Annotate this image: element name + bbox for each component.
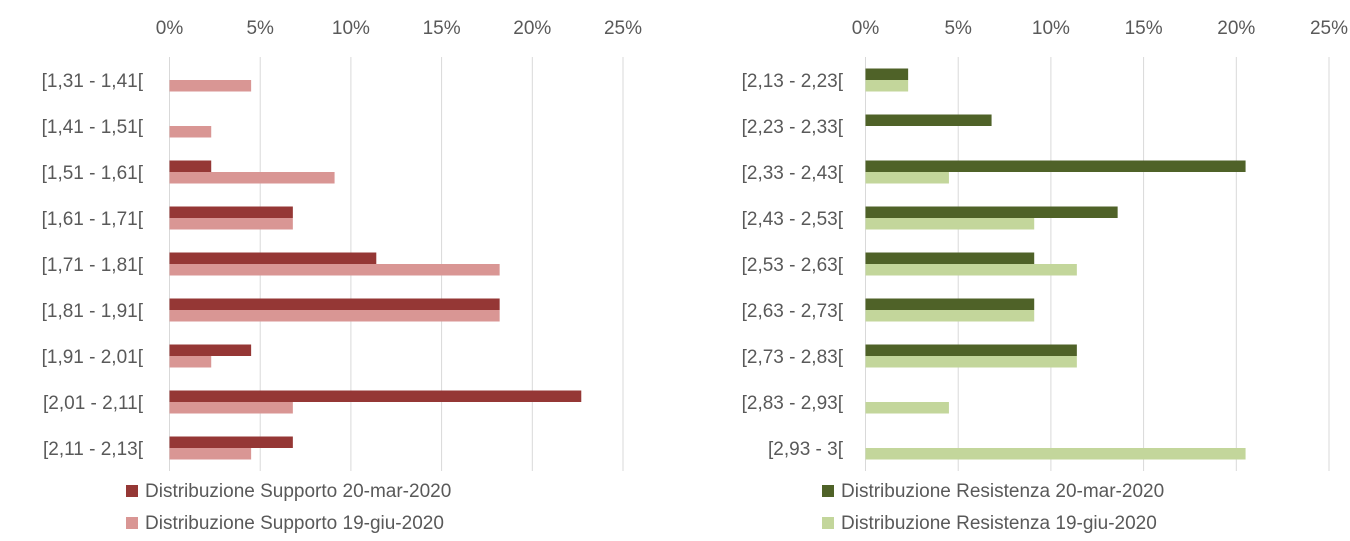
x-tick-label: 15% — [423, 18, 461, 39]
category-label: [2,33 - 2,43[ — [742, 163, 844, 184]
x-tick-label: 25% — [604, 18, 642, 39]
category-label: [2,63 - 2,73[ — [742, 301, 844, 322]
bar-resistenza-1 — [865, 114, 992, 126]
bar-resistenza-2 — [865, 310, 1035, 322]
category-label: [1,51 - 1,61[ — [42, 163, 144, 184]
category-label: [2,23 - 2,33[ — [742, 117, 844, 138]
bar-resistenza-2 — [865, 218, 1035, 230]
x-tick-label: 20% — [513, 18, 551, 39]
bar-resistenza-1 — [865, 344, 1077, 356]
bar-resistenza-1 — [865, 68, 909, 80]
bar-supporto-2 — [169, 80, 252, 92]
legend-label: Distribuzione Resistenza 20-mar-2020 — [841, 481, 1164, 502]
x-tick-label: 20% — [1217, 18, 1255, 39]
bar-supporto-1 — [169, 436, 293, 448]
bar-supporto-2 — [169, 264, 500, 276]
category-label: [1,31 - 1,41[ — [42, 71, 144, 92]
category-label: [2,13 - 2,23[ — [742, 71, 844, 92]
bar-resistenza-2 — [865, 264, 1077, 276]
legend-swatch — [126, 485, 138, 497]
bar-supporto-2 — [169, 126, 212, 138]
category-label: [2,53 - 2,63[ — [742, 255, 844, 276]
x-tick-label: 15% — [1125, 18, 1163, 39]
bar-resistenza-1 — [865, 298, 1035, 310]
category-label: [1,41 - 1,51[ — [42, 117, 144, 138]
bar-supporto-2 — [169, 448, 252, 460]
bar-supporto-2 — [169, 172, 335, 184]
category-label: [2,83 - 2,93[ — [742, 393, 844, 414]
bar-resistenza-1 — [865, 206, 1118, 218]
category-label: [1,81 - 1,91[ — [42, 301, 144, 322]
bar-resistenza-1 — [865, 252, 1035, 264]
bar-supporto-2 — [169, 310, 500, 322]
bar-supporto-2 — [169, 356, 212, 368]
bar-resistenza-2 — [865, 448, 1246, 460]
legend-label: Distribuzione Resistenza 19-giu-2020 — [841, 513, 1157, 534]
category-label: [2,01 - 2,11[ — [43, 393, 144, 414]
legend-swatch — [822, 485, 834, 497]
bar-supporto-2 — [169, 218, 293, 230]
bar-resistenza-2 — [865, 80, 909, 92]
x-tick-label: 10% — [332, 18, 370, 39]
x-tick-label: 0% — [852, 18, 880, 39]
bar-supporto-1 — [169, 206, 293, 218]
bar-supporto-1 — [169, 298, 500, 310]
category-label: [1,71 - 1,81[ — [42, 255, 144, 276]
bar-supporto-2 — [169, 402, 293, 414]
legend-swatch — [126, 517, 138, 529]
x-tick-label: 25% — [1310, 18, 1348, 39]
bar-supporto-1 — [169, 252, 377, 264]
category-label: [2,73 - 2,83[ — [742, 347, 844, 368]
bar-resistenza-2 — [865, 172, 949, 184]
bar-resistenza-2 — [865, 356, 1077, 368]
bar-resistenza-2 — [865, 402, 949, 414]
bar-resistenza-1 — [865, 160, 1246, 172]
legend-label: Distribuzione Supporto 19-giu-2020 — [145, 513, 444, 534]
category-label: [2,93 - 3[ — [768, 439, 844, 460]
x-tick-label: 5% — [944, 18, 972, 39]
bar-supporto-1 — [169, 390, 582, 402]
bar-supporto-1 — [169, 160, 212, 172]
legend-swatch — [822, 517, 834, 529]
category-label: [2,43 - 2,53[ — [742, 209, 844, 230]
x-tick-label: 5% — [246, 18, 274, 39]
x-tick-label: 10% — [1032, 18, 1070, 39]
bar-supporto-1 — [169, 344, 252, 356]
category-label: [1,61 - 1,71[ — [42, 209, 144, 230]
category-label: [2,11 - 2,13[ — [43, 439, 144, 460]
legend-label: Distribuzione Supporto 20-mar-2020 — [145, 481, 451, 502]
x-tick-label: 0% — [156, 18, 184, 39]
category-label: [1,91 - 2,01[ — [42, 347, 144, 368]
